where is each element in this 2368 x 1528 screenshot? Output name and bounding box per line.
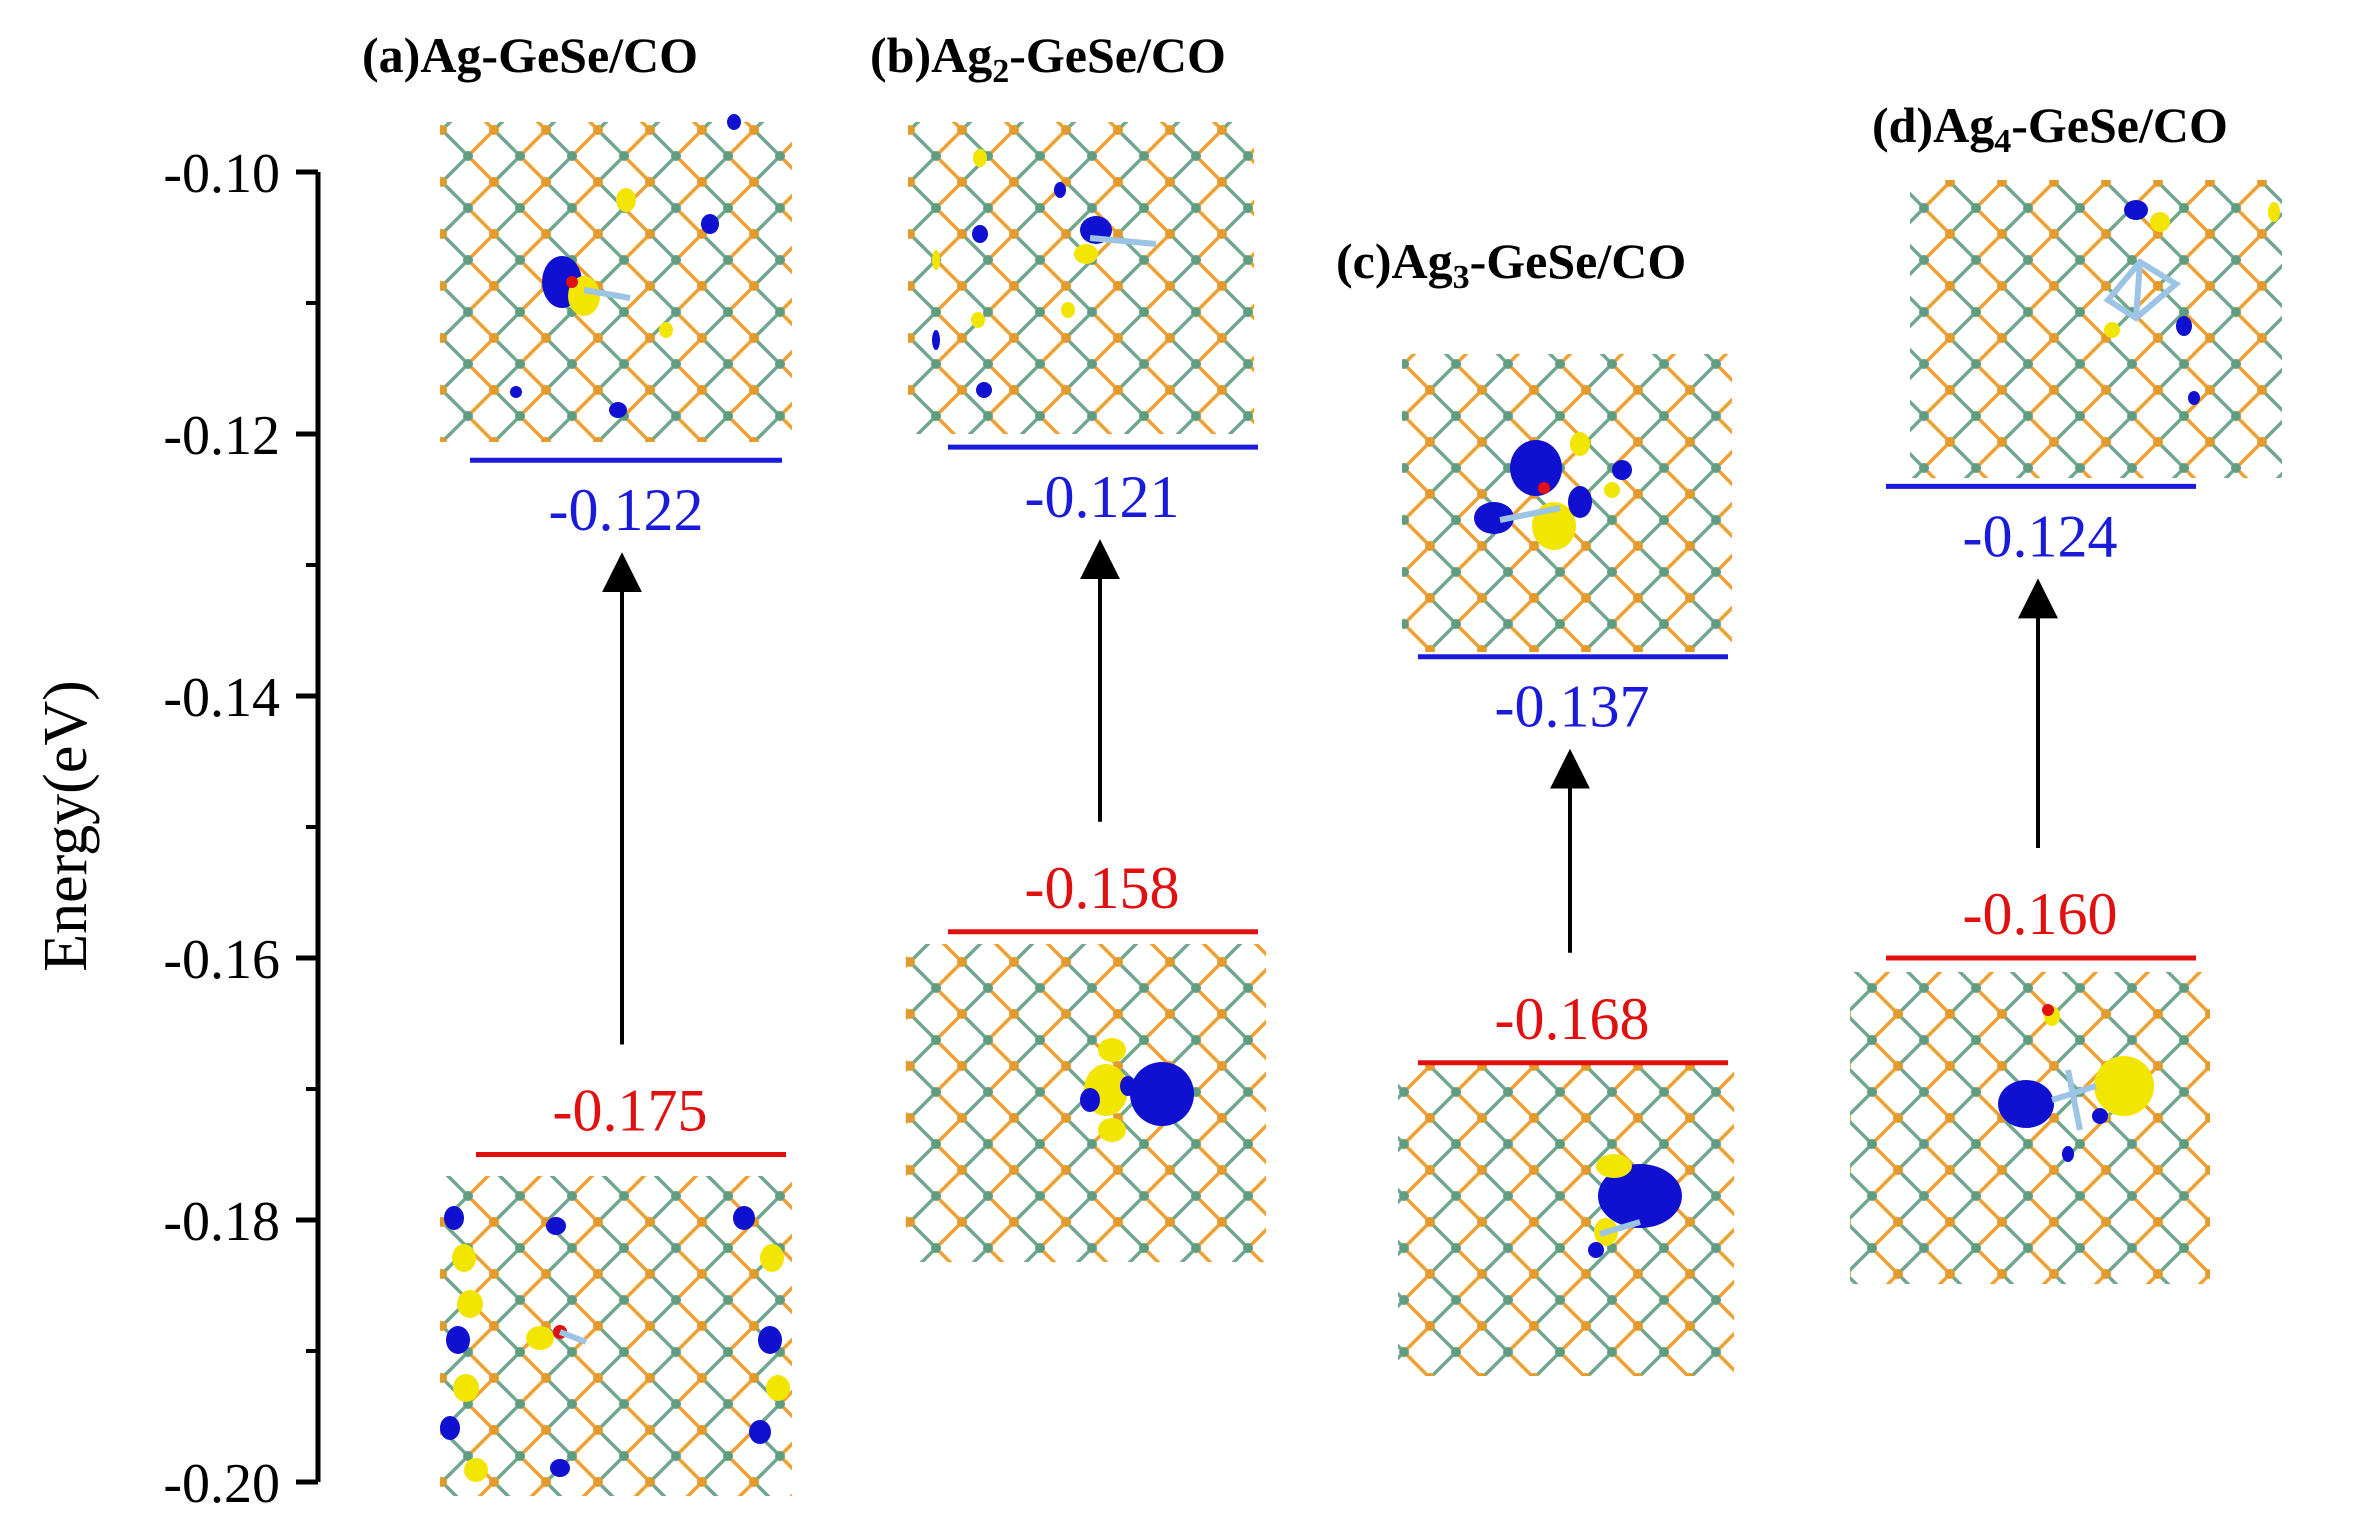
panel-c-homo-value: -0.168 <box>1495 986 1650 1052</box>
panel-b: (b)Ag2-GeSe/CO -0.121 -0 <box>870 27 1266 1262</box>
panel-a-title: (a)Ag-GeSe/CO <box>362 27 698 83</box>
panel-d-lumo-orbital <box>1910 180 2282 478</box>
y-axis-title: Energy(eV) <box>32 680 100 972</box>
panel-a-homo-orbital <box>440 1176 792 1496</box>
panel-d-homo-value: -0.160 <box>1963 881 2118 947</box>
y-tick-label: -0.14 <box>163 667 280 729</box>
y-tick-label: -0.12 <box>163 405 280 467</box>
panel-d-homo-orbital <box>1850 972 2210 1284</box>
panel-c-title: (c)Ag3-GeSe/CO <box>1336 233 1686 296</box>
panel-b-lumo-value: -0.121 <box>1025 464 1180 530</box>
panel-b-lumo-orbital <box>908 122 1254 434</box>
panel-c-lumo-value: -0.137 <box>1495 674 1650 740</box>
panel-d-lumo-value: -0.124 <box>1963 503 2118 569</box>
y-tick-label: -0.18 <box>163 1191 280 1253</box>
panel-b-homo-value: -0.158 <box>1025 855 1180 921</box>
panel-b-title: (b)Ag2-GeSe/CO <box>870 27 1226 90</box>
panel-a-homo-value: -0.175 <box>553 1078 708 1144</box>
panel-b-homo-orbital <box>906 944 1266 1262</box>
panel-c-homo-orbital <box>1398 1064 1734 1376</box>
y-axis-ticks: -0.10 -0.12 -0.14 -0.16 -0.18 -0.20 <box>163 143 318 1515</box>
y-axis: -0.10 -0.12 -0.14 -0.16 -0.18 -0.20 Energy(eV… <box>32 143 321 1515</box>
y-tick-label: -0.16 <box>163 929 280 991</box>
panel-d: (d)Ag4-GeSe/CO -0.124 -0.160 <box>1850 97 2282 1284</box>
y-tick-label: -0.20 <box>163 1453 280 1515</box>
panel-a: (a)Ag-GeSe/CO <box>362 27 792 1496</box>
panel-a-lumo-orbital <box>440 114 792 442</box>
panel-c-lumo-orbital <box>1402 354 1732 652</box>
panel-a-lumo-value: -0.122 <box>549 477 704 543</box>
panel-c: (c)Ag3-GeSe/CO -0.137 -0.168 <box>1336 233 1734 1376</box>
y-tick-label: -0.10 <box>163 143 280 205</box>
panel-d-title: (d)Ag4-GeSe/CO <box>1872 97 2228 160</box>
